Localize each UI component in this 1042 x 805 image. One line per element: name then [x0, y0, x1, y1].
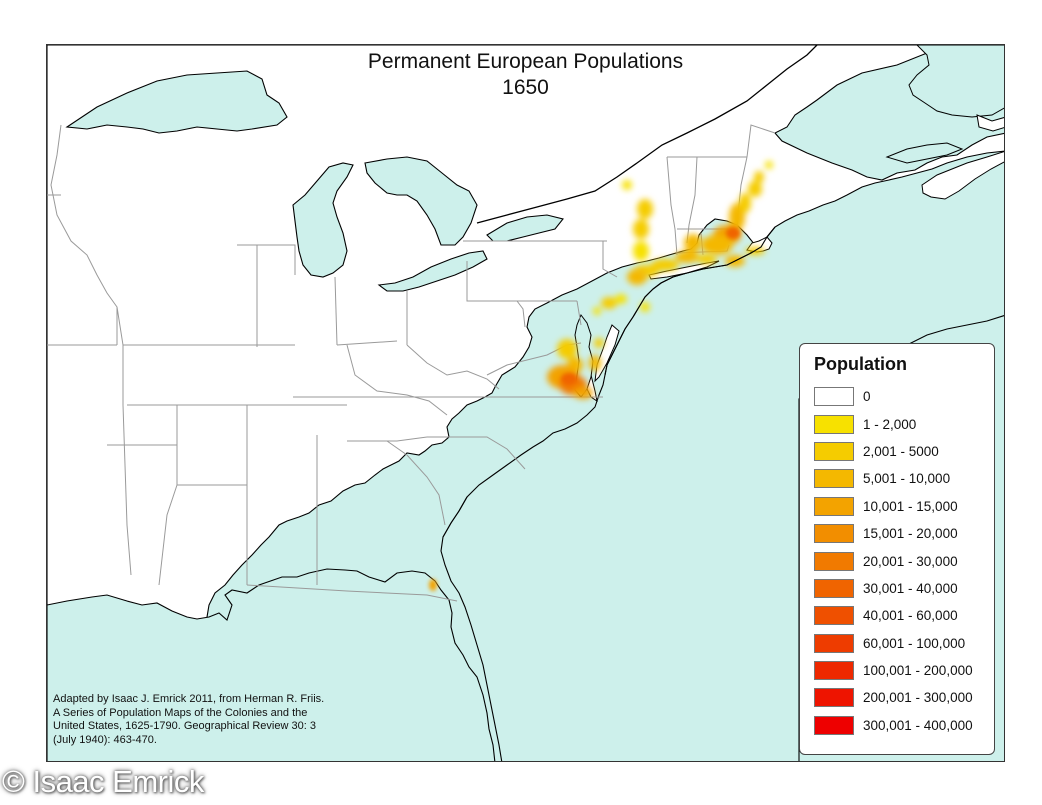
legend-item: 200,001 - 300,000 [814, 684, 994, 711]
legend-item: 300,001 - 400,000 [814, 712, 994, 739]
legend-swatch [814, 524, 854, 544]
legend-item: 10,001 - 15,000 [814, 493, 994, 520]
legend-label: 200,001 - 300,000 [863, 690, 973, 706]
bay-of-fundy [885, 142, 964, 164]
citation-line: A Series of Population Maps of the Colon… [53, 706, 308, 719]
coastline-overlay [442, 226, 776, 538]
legend-swatch [814, 387, 854, 407]
legend-swatch [814, 715, 854, 735]
landmass [47, 45, 1004, 761]
legend-label: 100,001 - 200,000 [863, 663, 973, 679]
great-lakes [65, 70, 564, 292]
legend-item: 5,001 - 10,000 [814, 465, 994, 492]
citation-line: (July 1940): 463-470. [53, 733, 157, 746]
legend-label: 300,001 - 400,000 [863, 717, 973, 733]
legend-swatch [814, 578, 854, 598]
legend-item: 1 - 2,000 [814, 410, 994, 437]
legend-label: 40,001 - 60,000 [863, 608, 958, 624]
legend-swatch [814, 606, 854, 626]
nova-scotia [921, 151, 1004, 200]
legend-item: 2,001 - 5000 [814, 438, 994, 465]
legend-swatch [814, 551, 854, 571]
atlantic-ocean [440, 150, 1004, 761]
legend-swatch [814, 688, 854, 708]
legend-swatch [814, 414, 854, 434]
legend-label: 5,001 - 10,000 [863, 471, 951, 487]
legend-swatch [814, 469, 854, 489]
legend-label: 60,001 - 100,000 [863, 635, 966, 651]
citation-line: Adapted by Isaac J. Emrick 2011, from He… [53, 693, 325, 705]
gulf-of-mexico [47, 568, 496, 761]
citation-line: United States, 1625-1790. Geographical R… [53, 720, 316, 732]
lake-superior [65, 70, 288, 134]
legend-label: 15,001 - 20,000 [863, 526, 958, 542]
legend-item: 0 [814, 383, 994, 410]
legend-label: 0 [863, 389, 871, 405]
lake-huron [364, 156, 478, 246]
legend-title: Population [814, 354, 907, 374]
pei [976, 114, 1004, 132]
legend-label: 1 - 2,000 [863, 416, 917, 432]
legend-swatch [814, 633, 854, 653]
legend-item: 60,001 - 100,000 [814, 630, 994, 657]
map-canvas [47, 45, 1004, 761]
map-frame: Permanent European Populations 1650 Popu… [46, 44, 1005, 762]
legend-swatch [814, 441, 854, 461]
lake-michigan [292, 162, 354, 278]
legend-label: 30,001 - 40,000 [863, 580, 958, 596]
legend-item: 30,001 - 40,000 [814, 575, 994, 602]
lake-erie [377, 250, 488, 292]
legend-swatch [814, 496, 854, 516]
legend-item: 15,001 - 20,000 [814, 520, 994, 547]
legend-item: 40,001 - 60,000 [814, 602, 994, 629]
source-citation: Adapted by Isaac J. Emrick 2011, from He… [53, 693, 413, 747]
legend-swatch [814, 661, 854, 681]
copyright-watermark: © Isaac Emrick [2, 764, 204, 799]
legend-item: 20,001 - 30,000 [814, 547, 994, 574]
legend-label: 2,001 - 5000 [863, 443, 939, 459]
st-lawrence-river [476, 45, 818, 224]
gulf-of-st-lawrence [908, 45, 1004, 118]
legend-label: 20,001 - 30,000 [863, 553, 958, 569]
state-borders [47, 124, 776, 602]
legend: Population 0 1 - 2,000 2,001 - 5000 5,00… [799, 343, 995, 755]
legend-item: 100,001 - 200,000 [814, 657, 994, 684]
legend-label: 10,001 - 15,000 [863, 498, 958, 514]
